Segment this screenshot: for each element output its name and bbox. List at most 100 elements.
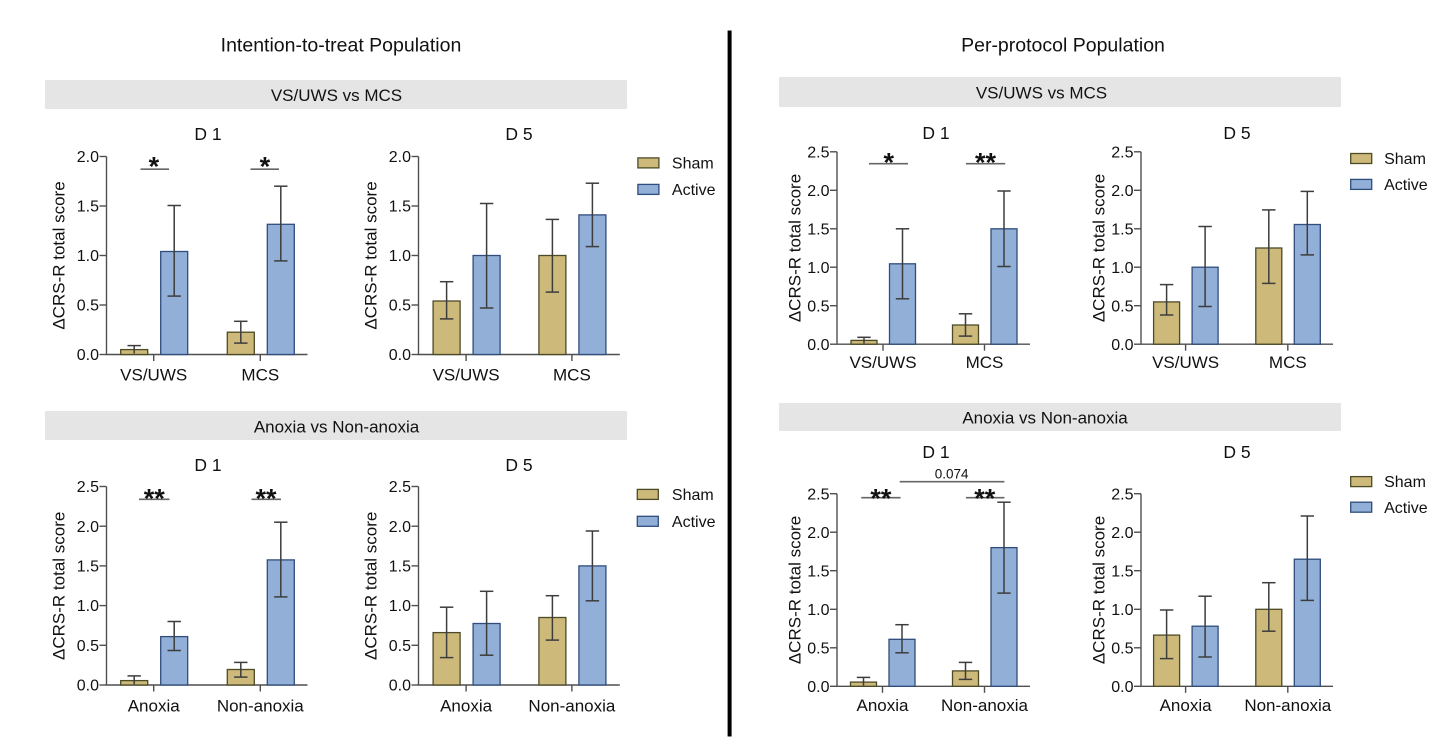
svg-text:VS/UWS: VS/UWS <box>433 365 500 384</box>
svg-text:MCS: MCS <box>966 353 1004 372</box>
svg-text:**: ** <box>255 484 277 514</box>
svg-text:0.5: 0.5 <box>389 638 411 655</box>
svg-text:ΔCRS-R total score: ΔCRS-R total score <box>362 181 381 329</box>
svg-text:0.0: 0.0 <box>807 337 829 354</box>
svg-text:VS/UWS vs MCS: VS/UWS vs MCS <box>271 86 402 105</box>
svg-text:0.0: 0.0 <box>389 678 411 695</box>
svg-text:2.0: 2.0 <box>807 183 829 200</box>
svg-text:0.5: 0.5 <box>77 638 99 655</box>
svg-text:VS/UWS: VS/UWS <box>120 365 187 384</box>
svg-text:1.0: 1.0 <box>389 598 411 615</box>
svg-text:1.5: 1.5 <box>807 563 829 580</box>
svg-text:Sham: Sham <box>1384 151 1426 168</box>
svg-text:0.0: 0.0 <box>77 678 99 695</box>
svg-text:Anoxia: Anoxia <box>857 696 910 715</box>
svg-text:1.0: 1.0 <box>807 602 829 619</box>
svg-text:Intention-to-treat Population: Intention-to-treat Population <box>221 34 462 56</box>
svg-text:Non-anoxia: Non-anoxia <box>217 696 304 715</box>
svg-text:1.5: 1.5 <box>1111 221 1133 238</box>
svg-text:D 5: D 5 <box>1223 123 1250 143</box>
svg-text:2.5: 2.5 <box>1111 144 1133 161</box>
svg-text:1.5: 1.5 <box>389 559 411 576</box>
svg-text:**: ** <box>870 483 892 513</box>
svg-text:1.0: 1.0 <box>1111 602 1133 619</box>
svg-text:0.0: 0.0 <box>1111 679 1133 696</box>
svg-text:2.5: 2.5 <box>807 144 829 161</box>
svg-text:2.0: 2.0 <box>807 525 829 542</box>
svg-text:**: ** <box>144 484 166 514</box>
svg-text:Anoxia: Anoxia <box>440 696 493 715</box>
svg-text:*: * <box>149 151 160 181</box>
svg-text:Active: Active <box>1384 177 1428 194</box>
svg-text:D 1: D 1 <box>922 123 949 143</box>
svg-text:0.5: 0.5 <box>807 298 829 315</box>
svg-text:D 1: D 1 <box>194 455 221 475</box>
svg-text:1.5: 1.5 <box>1111 563 1133 580</box>
svg-text:1.5: 1.5 <box>77 199 99 216</box>
svg-text:0.5: 0.5 <box>77 298 99 315</box>
svg-text:ΔCRS-R total score: ΔCRS-R total score <box>50 181 69 329</box>
svg-text:D 5: D 5 <box>1223 442 1250 462</box>
svg-text:Active: Active <box>672 182 716 199</box>
svg-text:1.0: 1.0 <box>77 248 99 265</box>
svg-text:MCS: MCS <box>1269 353 1307 372</box>
svg-text:Sham: Sham <box>1384 474 1426 491</box>
svg-text:D 5: D 5 <box>505 455 532 475</box>
svg-text:**: ** <box>974 483 996 513</box>
svg-text:D 1: D 1 <box>194 124 221 144</box>
svg-text:1.5: 1.5 <box>77 559 99 576</box>
svg-text:ΔCRS-R total score: ΔCRS-R total score <box>1090 174 1109 322</box>
svg-text:0.0: 0.0 <box>807 679 829 696</box>
svg-text:**: ** <box>975 148 997 178</box>
svg-text:Non-anoxia: Non-anoxia <box>1244 696 1331 715</box>
svg-text:VS/UWS: VS/UWS <box>849 353 916 372</box>
svg-text:2.0: 2.0 <box>389 149 411 166</box>
svg-text:Anoxia: Anoxia <box>1160 696 1213 715</box>
svg-text:2.0: 2.0 <box>389 519 411 536</box>
svg-text:VS/UWS: VS/UWS <box>1152 353 1219 372</box>
svg-text:D 1: D 1 <box>922 442 949 462</box>
svg-text:2.5: 2.5 <box>1111 486 1133 503</box>
svg-text:1.0: 1.0 <box>389 248 411 265</box>
svg-text:Sham: Sham <box>672 156 714 173</box>
svg-text:ΔCRS-R total score: ΔCRS-R total score <box>786 174 805 322</box>
svg-text:Anoxia: Anoxia <box>128 696 181 715</box>
svg-text:0.5: 0.5 <box>389 298 411 315</box>
svg-text:1.5: 1.5 <box>807 221 829 238</box>
svg-text:MCS: MCS <box>241 365 279 384</box>
svg-text:ΔCRS-R total score: ΔCRS-R total score <box>50 512 69 660</box>
svg-text:1.0: 1.0 <box>1111 260 1133 277</box>
svg-text:*: * <box>260 151 271 181</box>
svg-text:0.074: 0.074 <box>935 467 969 482</box>
svg-text:2.0: 2.0 <box>1111 525 1133 542</box>
svg-text:Non-anoxia: Non-anoxia <box>528 696 615 715</box>
svg-text:2.5: 2.5 <box>77 479 99 496</box>
svg-text:0.0: 0.0 <box>1111 337 1133 354</box>
svg-text:2.0: 2.0 <box>1111 183 1133 200</box>
svg-text:VS/UWS vs MCS: VS/UWS vs MCS <box>976 84 1107 103</box>
svg-text:1.5: 1.5 <box>389 199 411 216</box>
svg-text:1.0: 1.0 <box>807 260 829 277</box>
svg-text:*: * <box>884 148 895 178</box>
svg-text:0.5: 0.5 <box>1111 640 1133 657</box>
svg-text:2.5: 2.5 <box>389 479 411 496</box>
svg-text:Active: Active <box>672 514 716 531</box>
svg-text:ΔCRS-R total score: ΔCRS-R total score <box>362 512 381 660</box>
svg-text:ΔCRS-R total score: ΔCRS-R total score <box>1090 516 1109 664</box>
svg-text:1.0: 1.0 <box>77 598 99 615</box>
svg-text:Sham: Sham <box>672 487 714 504</box>
svg-text:0.5: 0.5 <box>807 640 829 657</box>
svg-text:Per-protocol Population: Per-protocol Population <box>961 34 1165 56</box>
svg-text:0.0: 0.0 <box>389 347 411 364</box>
svg-text:MCS: MCS <box>553 365 591 384</box>
svg-text:0.5: 0.5 <box>1111 298 1133 315</box>
svg-text:D 5: D 5 <box>505 124 532 144</box>
svg-text:2.0: 2.0 <box>77 519 99 536</box>
svg-text:Non-anoxia: Non-anoxia <box>941 696 1028 715</box>
svg-text:0.0: 0.0 <box>77 347 99 364</box>
svg-text:Anoxia vs Non-anoxia: Anoxia vs Non-anoxia <box>254 417 420 436</box>
svg-text:ΔCRS-R total score: ΔCRS-R total score <box>786 516 805 664</box>
svg-text:2.5: 2.5 <box>807 486 829 503</box>
svg-text:2.0: 2.0 <box>77 149 99 166</box>
svg-text:Active: Active <box>1384 500 1428 517</box>
